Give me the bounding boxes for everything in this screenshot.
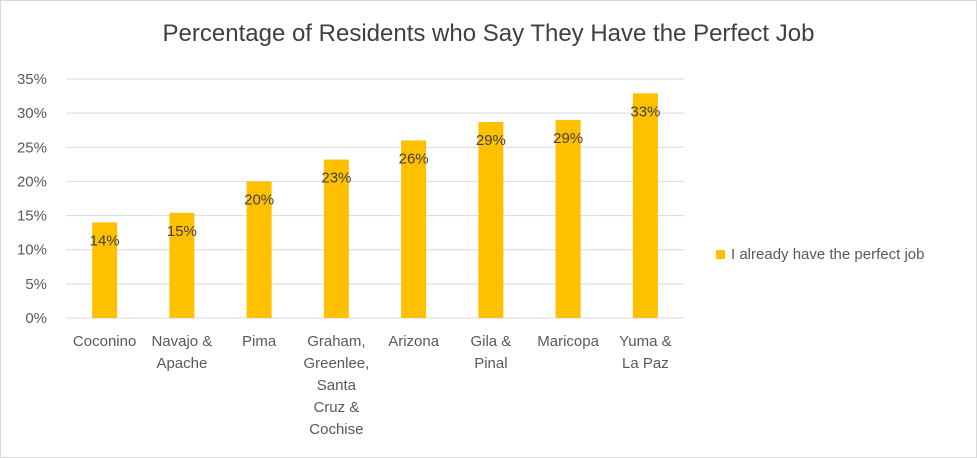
- x-tick-label: Navajo & Apache: [151, 333, 212, 372]
- y-axis-ticks: 0% 5% 10% 15% 20% 25% 30% 35%: [17, 71, 47, 327]
- y-tick-label: 30%: [17, 105, 47, 122]
- data-label: 33%: [630, 103, 660, 120]
- bar: [401, 140, 427, 318]
- bar: [169, 212, 195, 318]
- x-axis-labels: Coconino Navajo & Apache Pima Graham, Greenle…: [73, 333, 672, 438]
- x-tick-label: Yuma & La Paz: [619, 333, 672, 372]
- data-label: 15%: [167, 223, 197, 240]
- x-tick-label: Graham, Greenlee, Santa Cruz & Cochise: [303, 333, 369, 438]
- bar: [246, 181, 272, 318]
- legend: I already have the perfect job: [716, 246, 924, 263]
- gridlines: [66, 78, 684, 319]
- data-label: 20%: [244, 191, 274, 208]
- bars: [92, 93, 658, 319]
- legend-swatch: [716, 250, 725, 259]
- x-tick-label: Arizona: [388, 333, 440, 350]
- data-label: 29%: [476, 132, 506, 149]
- bar: [555, 119, 581, 318]
- bar: [92, 222, 118, 318]
- x-tick-label: Pima: [242, 333, 277, 350]
- y-tick-label: 35%: [17, 71, 47, 88]
- x-tick-label: Maricopa: [537, 333, 599, 350]
- y-tick-label: 15%: [17, 208, 47, 225]
- y-tick-label: 20%: [17, 173, 47, 190]
- data-label: 14%: [90, 232, 120, 249]
- bar: [632, 93, 658, 318]
- bar: [478, 122, 504, 319]
- data-label: 26%: [399, 150, 429, 167]
- x-tick-label: Coconino: [73, 333, 136, 350]
- x-tick-label: Gila & Pinal: [470, 333, 511, 372]
- legend-label: I already have the perfect job: [731, 246, 925, 263]
- chart-title: Percentage of Residents who Say They Hav…: [162, 20, 815, 47]
- data-label: 23%: [321, 170, 351, 187]
- data-label: 29%: [553, 130, 583, 147]
- bar: [323, 159, 349, 318]
- y-tick-label: 5%: [25, 276, 47, 293]
- data-labels: 14% 15% 20% 23% 26% 29% 29% 33%: [90, 103, 661, 249]
- y-tick-label: 25%: [17, 139, 47, 156]
- y-tick-label: 10%: [17, 242, 47, 259]
- y-tick-label: 0%: [25, 310, 47, 327]
